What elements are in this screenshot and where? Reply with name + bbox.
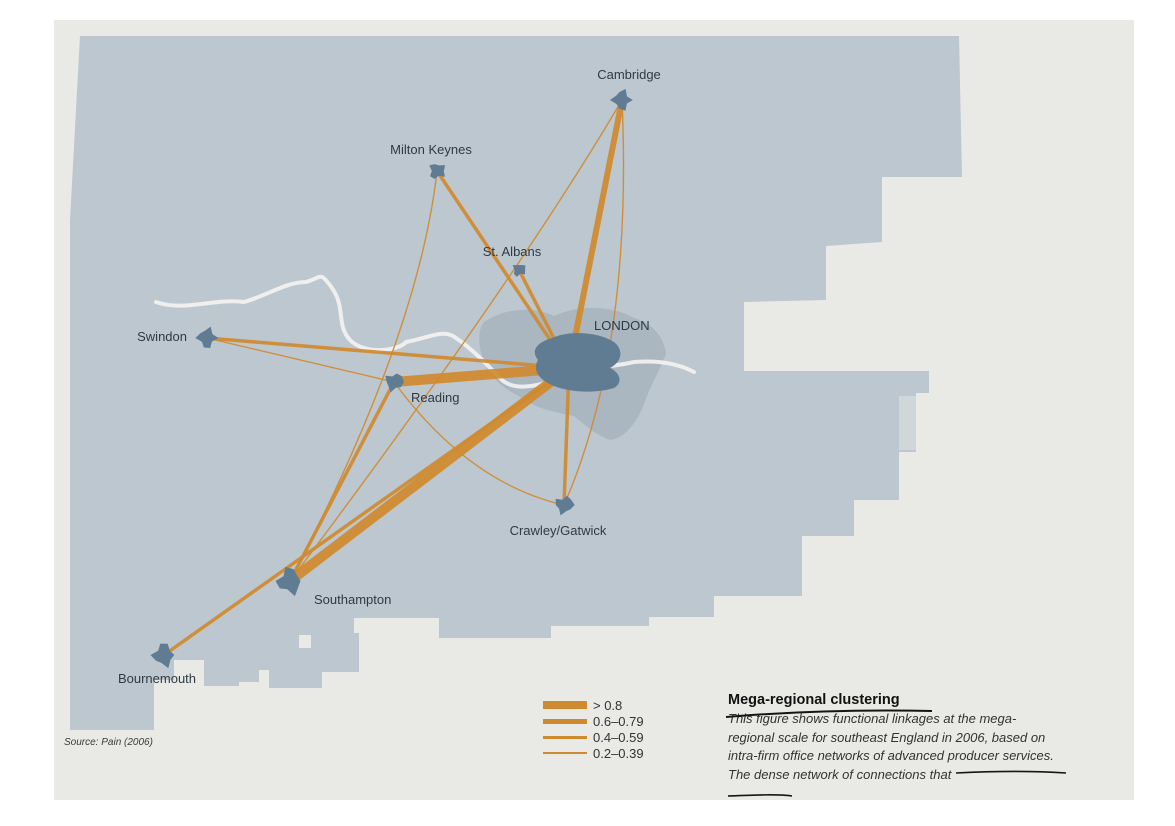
book-page: Cambridge Milton Keynes St. Albans LONDON Sw… bbox=[54, 20, 1134, 800]
linkage-swindon-reading bbox=[206, 337, 395, 383]
city-marker-milton-keynes bbox=[429, 164, 446, 179]
legend-label: 0.2–0.39 bbox=[593, 745, 644, 761]
city-label-cambridge: Cambridge bbox=[597, 67, 661, 82]
city-label-milton-keynes: Milton Keynes bbox=[390, 142, 472, 157]
city-label-southampton: Southampton bbox=[314, 592, 391, 607]
city-marker-london bbox=[534, 333, 621, 392]
linkage-london-southampton bbox=[285, 363, 574, 586]
legend-label: 0.4–0.59 bbox=[593, 729, 644, 745]
city-marker-bournemouth bbox=[150, 643, 175, 669]
linkage-cambridge-crawley_gatwick bbox=[563, 99, 625, 506]
estuary bbox=[899, 396, 916, 450]
city-labels: Cambridge Milton Keynes St. Albans LONDON Sw… bbox=[118, 67, 661, 686]
source-note: Source: Pain (2006) bbox=[64, 737, 153, 748]
linkage-london-bournemouth bbox=[162, 366, 571, 657]
legend-item: > 0.8 bbox=[543, 697, 644, 713]
isle-of-wight bbox=[269, 633, 359, 688]
city-marker-cambridge bbox=[610, 88, 633, 111]
city-label-crawley-gatwick: Crawley/Gatwick bbox=[510, 523, 607, 538]
legend-swatch-medium bbox=[543, 735, 587, 739]
linkage-london-milton_keynes bbox=[435, 169, 571, 370]
city-marker-reading bbox=[385, 373, 404, 393]
linkage-cambridge-southampton bbox=[289, 99, 623, 582]
linkage-reading-crawley_gatwick bbox=[393, 381, 565, 506]
linkage-london-cambridge bbox=[566, 97, 625, 371]
city-marker-crawley-gatwick bbox=[555, 495, 575, 516]
legend-label: 0.6–0.79 bbox=[593, 713, 644, 729]
legend-swatch-strongest bbox=[543, 701, 587, 709]
caption-title: Mega-regional clustering bbox=[728, 692, 900, 708]
linkage-network bbox=[162, 97, 625, 657]
linkage-milton_keynes-southampton bbox=[289, 170, 438, 582]
legend-item: 0.2–0.39 bbox=[543, 745, 644, 761]
city-marker-southampton bbox=[275, 566, 301, 597]
legend-swatch-weak bbox=[543, 752, 587, 754]
legend-item: 0.6–0.79 bbox=[543, 713, 644, 729]
city-label-swindon: Swindon bbox=[137, 329, 187, 344]
city-label-st-albans: St. Albans bbox=[483, 244, 542, 259]
linkage-london-swindon bbox=[205, 336, 571, 370]
city-marker-st-albans bbox=[512, 265, 526, 277]
legend: > 0.8 0.6–0.79 0.4–0.59 0.2–0.39 bbox=[543, 697, 644, 761]
city-markers bbox=[150, 88, 633, 669]
legend-label: > 0.8 bbox=[593, 697, 623, 713]
city-label-reading: Reading bbox=[411, 390, 459, 405]
southeast-england-map: Cambridge Milton Keynes St. Albans LONDON Sw… bbox=[70, 36, 962, 730]
city-marker-swindon bbox=[195, 326, 219, 348]
legend-swatch-strong bbox=[543, 718, 587, 724]
figure-caption: Mega-regional clustering This figure sho… bbox=[728, 692, 1058, 784]
legend-item: 0.4–0.59 bbox=[543, 729, 644, 745]
city-label-london: LONDON bbox=[594, 318, 650, 333]
caption-body: This figure shows functional linkages at… bbox=[728, 711, 1054, 782]
city-label-bournemouth: Bournemouth bbox=[118, 671, 196, 686]
linkage-london-crawley_gatwick bbox=[562, 366, 571, 507]
